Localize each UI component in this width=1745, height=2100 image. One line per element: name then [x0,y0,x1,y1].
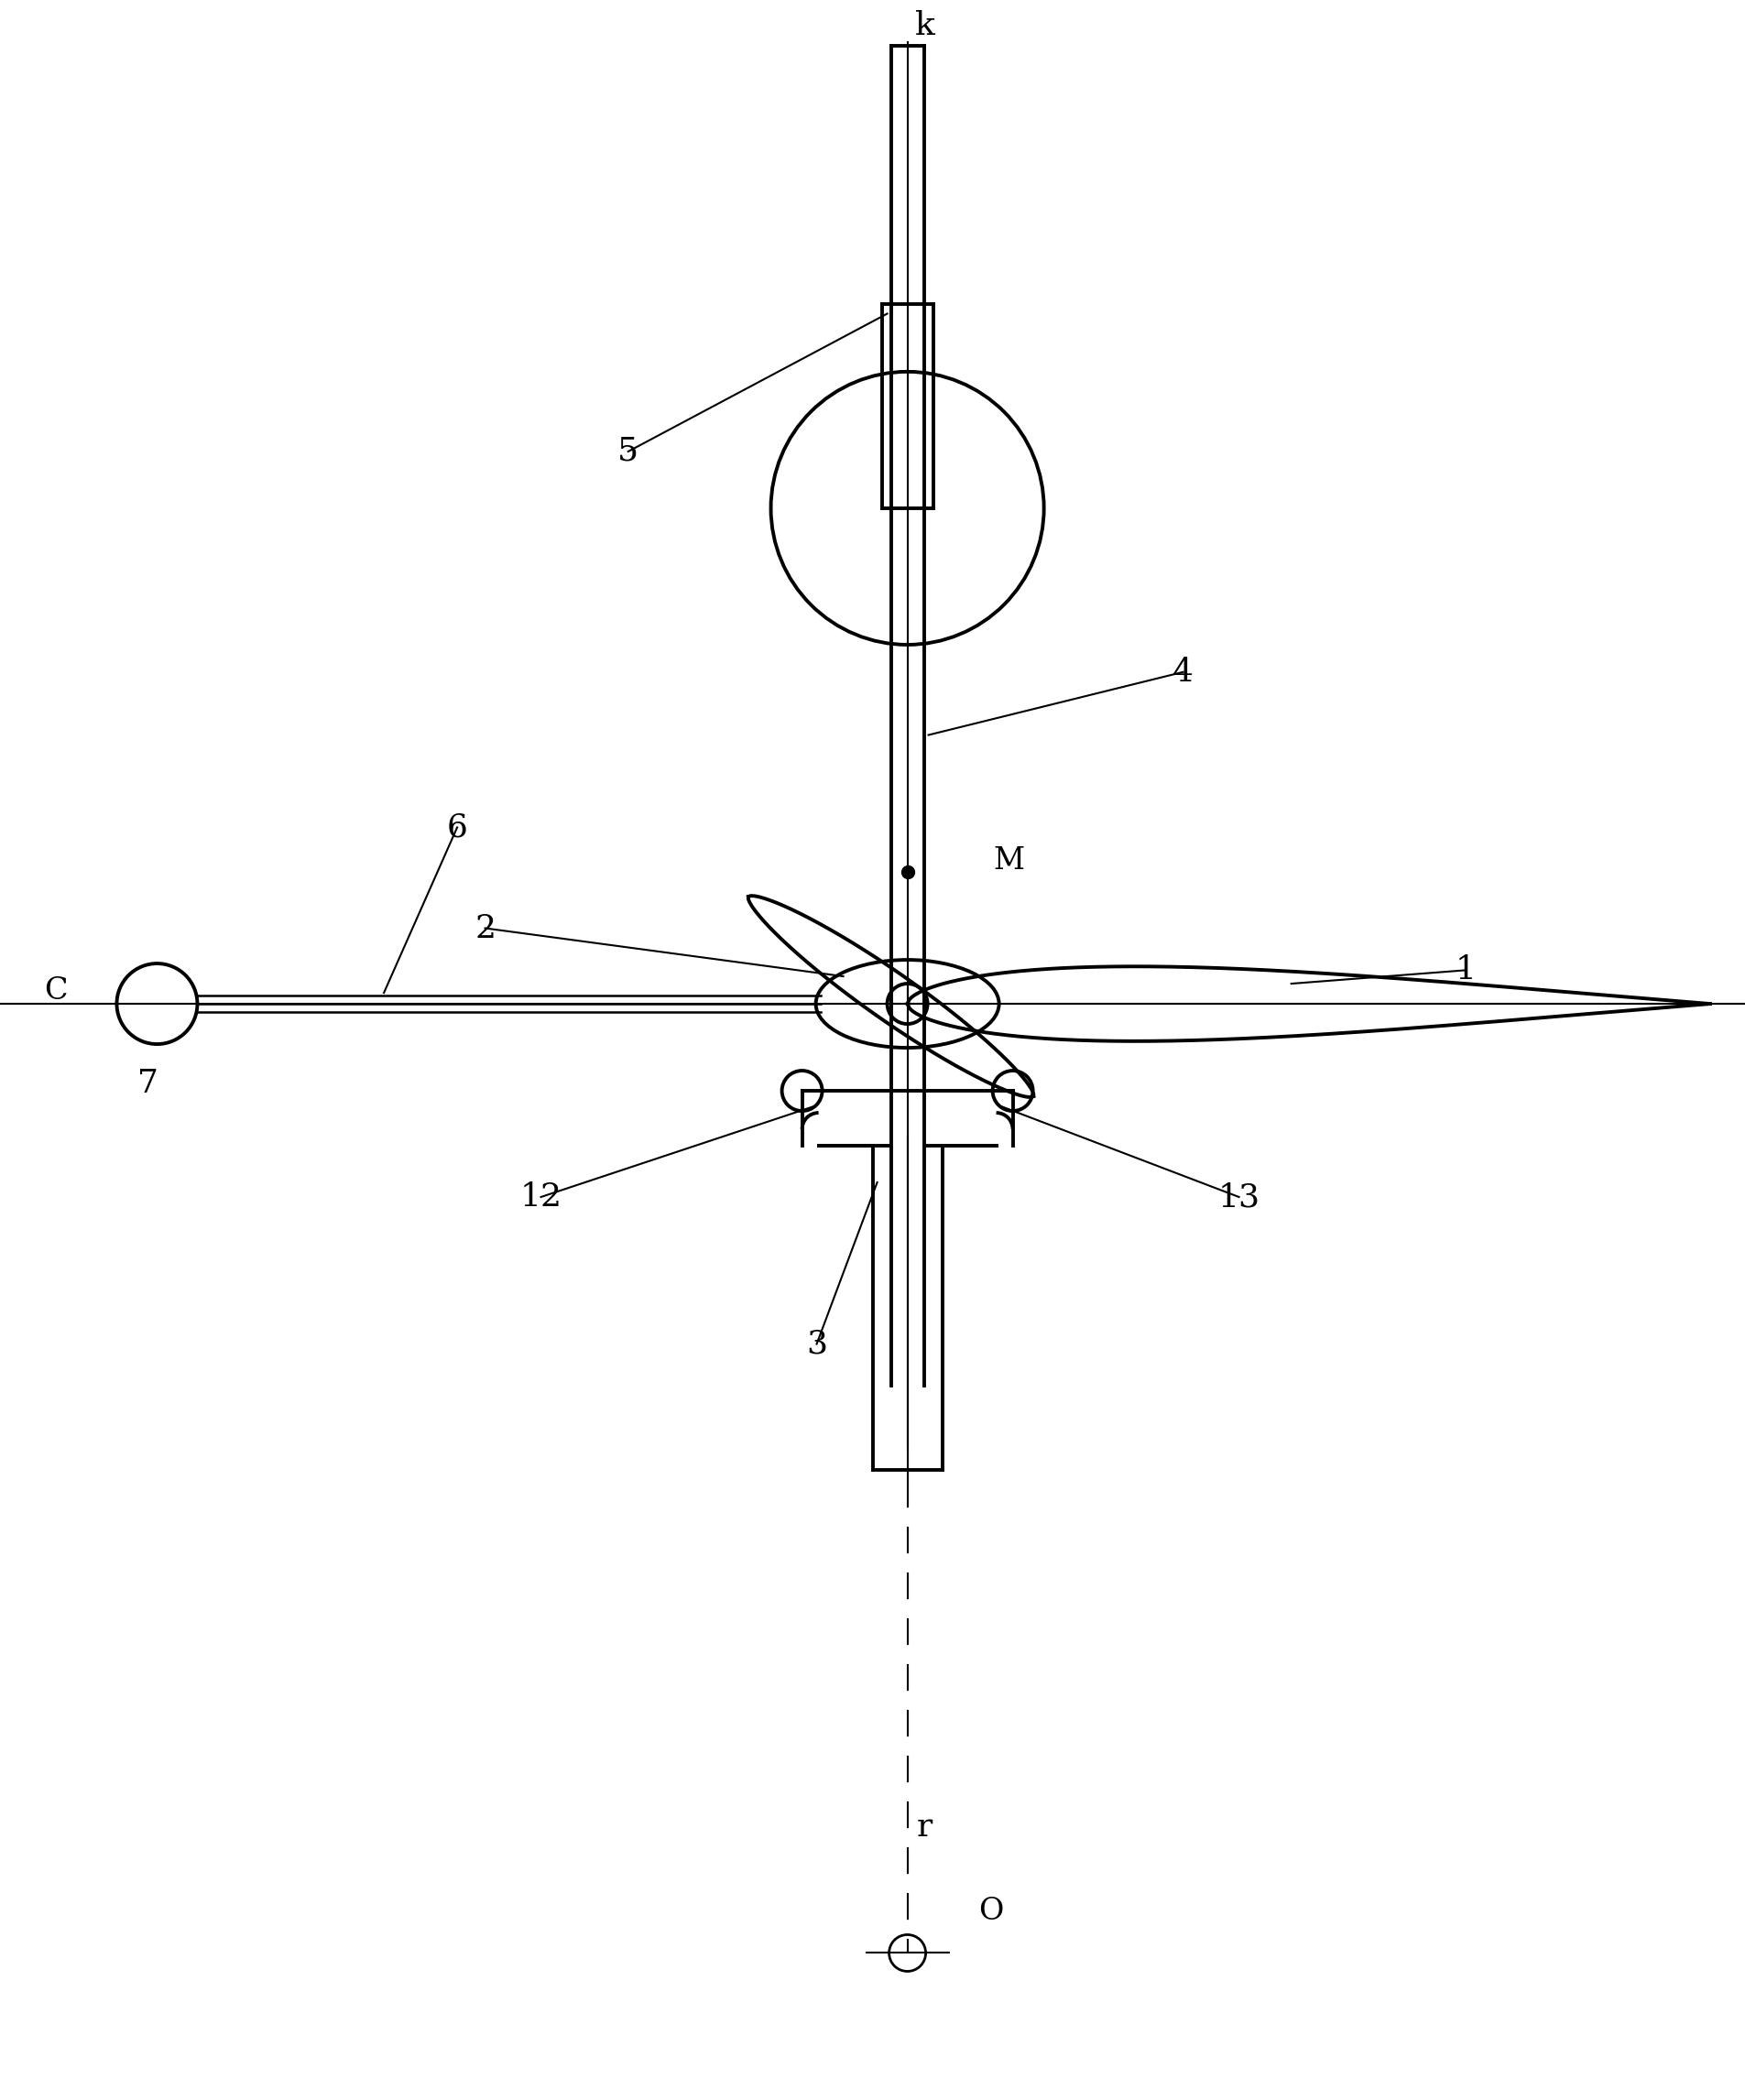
Text: r: r [916,1812,934,1842]
Text: 4: 4 [1173,657,1194,687]
Text: 6: 6 [447,813,468,842]
Text: 7: 7 [138,1069,159,1098]
Text: k: k [914,10,935,40]
Text: C: C [44,977,68,1006]
Text: 13: 13 [1218,1182,1260,1212]
Text: 2: 2 [475,914,496,943]
Text: 12: 12 [520,1182,562,1212]
Text: 3: 3 [806,1329,827,1359]
Text: O: O [979,1896,1003,1926]
Text: 5: 5 [618,437,639,466]
Text: M: M [993,846,1024,876]
Text: 1: 1 [1455,956,1476,985]
